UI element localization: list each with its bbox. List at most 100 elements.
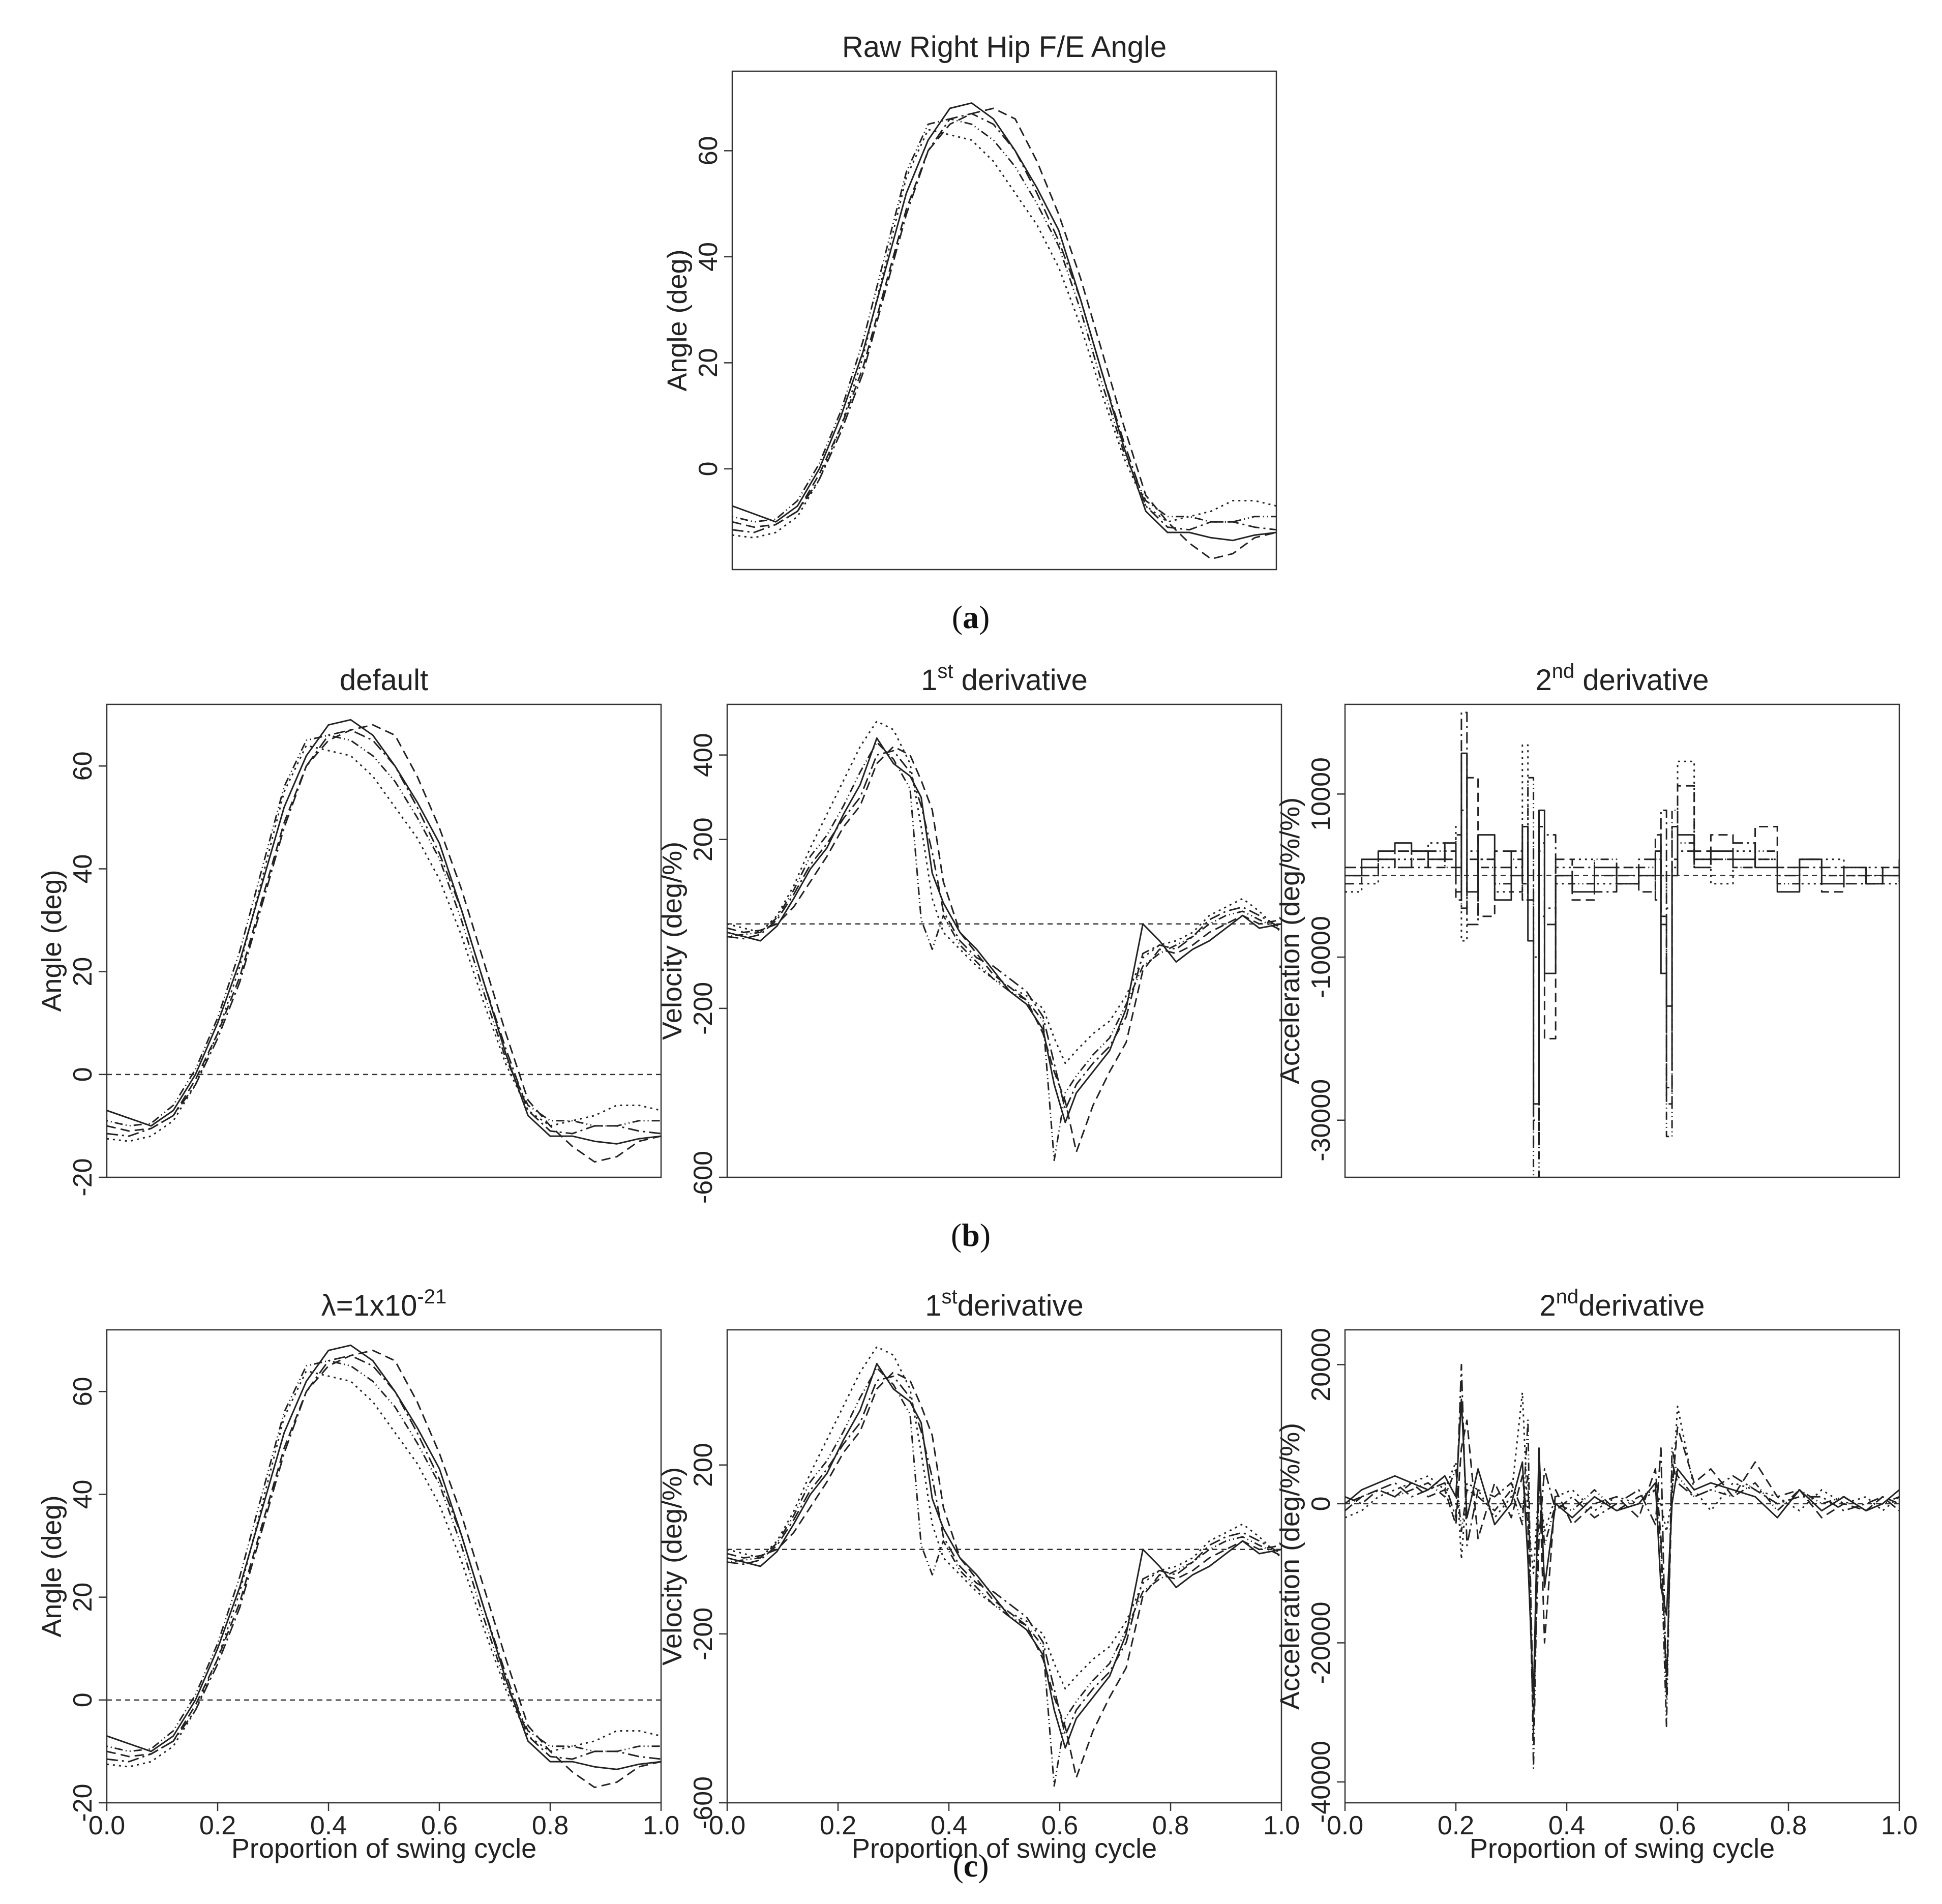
- y-tick-label: -600: [689, 1776, 718, 1829]
- series-trial-5: [1345, 777, 1899, 1177]
- x-tick-label: 1.0: [643, 1811, 679, 1840]
- x-tick-label: 1.0: [1881, 1811, 1918, 1840]
- y-axis-label: Acceleration (deg/%/%): [1275, 797, 1305, 1084]
- title-superscript: -21: [417, 1286, 446, 1308]
- series-trial-3: [107, 729, 661, 1137]
- series-trial-1: [107, 719, 661, 1145]
- panel-label-b: (b): [951, 1217, 991, 1253]
- x-tick-label: 0.8: [1770, 1811, 1807, 1840]
- y-tick-label: 40: [68, 854, 98, 884]
- series-trial-5: [1345, 1419, 1899, 1769]
- series-group: [727, 1346, 1281, 1787]
- title-rest: derivative: [1574, 664, 1709, 697]
- y-tick-label: -10000: [1306, 916, 1336, 998]
- series-trial-4: [107, 745, 661, 1142]
- y-axis-label: Angle (deg): [37, 870, 67, 1011]
- y-tick-label: -200: [689, 982, 718, 1035]
- series-trial-2: [727, 746, 1281, 1153]
- y-tick-label: -20: [68, 1783, 98, 1822]
- y-tick-label: 0: [68, 1692, 98, 1707]
- y-tick-label: 0: [694, 461, 723, 476]
- series-trial-4: [1345, 744, 1899, 958]
- panel-title: 2nd derivative: [1535, 660, 1709, 697]
- x-tick-label: 0.6: [1041, 1811, 1078, 1840]
- plot-frame: [726, 1329, 1282, 1804]
- series-trial-5: [107, 734, 661, 1127]
- plot-frame: [726, 703, 1282, 1178]
- panel-title: 1stderivative: [925, 1286, 1084, 1322]
- series-group: [107, 719, 661, 1163]
- y-tick-label: -40000: [1306, 1741, 1336, 1823]
- series-trial-3: [727, 750, 1281, 1111]
- panel-c2: 1stderivative -600 -200 200 0.0 0.2 0.4 0.6 0.8 1…: [657, 1286, 1300, 1864]
- y-tick-label: 20: [694, 348, 723, 377]
- series-trial-5: [727, 741, 1281, 1162]
- panel-title: default: [340, 664, 428, 697]
- y-tick-label: 20: [68, 957, 98, 987]
- title-superscript: nd: [1552, 660, 1575, 682]
- panel-c3: 2ndderivative -40000 -20000 0 20000 0.0 0.2 0.4…: [1275, 1286, 1918, 1864]
- series-trial-2: [1345, 777, 1899, 1146]
- series-trial-2: [1345, 1419, 1899, 1734]
- title-main: 2: [1540, 1289, 1556, 1322]
- series-trial-2: [107, 1349, 661, 1789]
- y-tick-label: 0: [68, 1067, 98, 1082]
- series-trial-1: [732, 102, 1276, 542]
- y-tick-label: 20: [68, 1583, 98, 1612]
- series-trial-3: [1345, 711, 1899, 1121]
- series-trial-5: [107, 1360, 661, 1752]
- panel-title: 1st derivative: [921, 660, 1088, 697]
- title-superscript: st: [937, 660, 953, 682]
- series-trial-4: [727, 720, 1281, 1064]
- y-tick-label: 60: [68, 751, 98, 781]
- x-tick-label: 0.0: [709, 1811, 745, 1840]
- x-tick-label: 0.6: [1659, 1811, 1696, 1840]
- x-tick-label: 0.2: [820, 1811, 856, 1840]
- panel-label-c: (c): [952, 1848, 989, 1884]
- y-tick-label: -600: [689, 1151, 718, 1204]
- y-axis-label: Velocity (deg/%): [657, 1467, 688, 1665]
- title-superscript: nd: [1556, 1286, 1579, 1308]
- y-tick-label: -200: [689, 1608, 718, 1660]
- title-rest: derivative: [953, 664, 1088, 697]
- y-tick-label: -30000: [1306, 1079, 1336, 1162]
- panel-a: Raw Right Hip F/E Angle 0 20 40 60 Angle (deg…: [662, 31, 1277, 635]
- y-tick-label: -20: [68, 1158, 98, 1196]
- series-trial-4: [732, 129, 1276, 539]
- panel-b3: 2nd derivative -30000 -10000 10000Accelerat…: [1275, 660, 1900, 1178]
- x-tick-label: 0.0: [1327, 1811, 1363, 1840]
- series-group: [107, 1344, 661, 1789]
- plot-frame: [1344, 703, 1900, 1178]
- title-rest: derivative: [1578, 1289, 1705, 1322]
- plot-frame: [731, 70, 1277, 571]
- panel-title: λ=1x10-21: [321, 1286, 446, 1322]
- title-main: 1: [925, 1289, 941, 1322]
- series-trial-3: [107, 1355, 661, 1763]
- x-tick-label: 0.4: [310, 1811, 347, 1840]
- panel-b2: 1st derivative -600 -200 200 400 Velocity (de…: [657, 660, 1282, 1204]
- series-group: [1345, 711, 1899, 1177]
- series-trial-1: [1345, 1399, 1899, 1700]
- y-tick-label: 400: [689, 733, 718, 777]
- series-trial-3: [1345, 1363, 1899, 1713]
- x-tick-label: 0.4: [1548, 1811, 1585, 1840]
- y-tick-label: 40: [68, 1480, 98, 1509]
- series-trial-1: [1345, 752, 1899, 1105]
- x-tick-label: 0.2: [199, 1811, 236, 1840]
- title-rest: derivative: [958, 1289, 1084, 1322]
- plot-frame: [1344, 1329, 1900, 1804]
- series-group: [727, 720, 1281, 1162]
- title-main: 2: [1535, 664, 1551, 697]
- panel-label-a: (a): [952, 599, 990, 635]
- y-tick-label: 60: [694, 136, 723, 165]
- series-trial-2: [107, 724, 661, 1163]
- series-group: [1345, 1363, 1899, 1769]
- series-trial-5: [732, 118, 1276, 523]
- x-tick-label: 1.0: [1263, 1811, 1300, 1840]
- title-main: 1: [921, 664, 937, 697]
- y-tick-label: 200: [689, 817, 718, 861]
- title-main: λ=1x10: [321, 1289, 417, 1322]
- y-tick-label: 40: [694, 242, 723, 272]
